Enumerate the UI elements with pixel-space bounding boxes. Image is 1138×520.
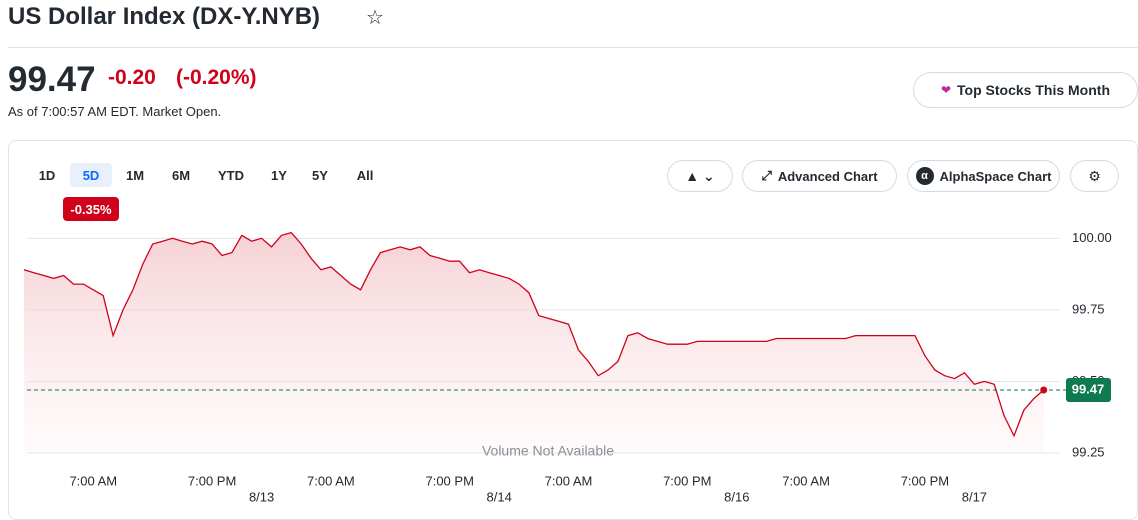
x-tick-label: 7:00 PM (188, 473, 236, 488)
advanced-chart-label: Advanced Chart (777, 168, 878, 184)
price-line (23, 231, 1045, 438)
advanced-chart-button[interactable]: ⤢ Advanced Chart (742, 160, 897, 192)
y-tick-label: 99.25 (1072, 444, 1105, 459)
current-price-dot (1040, 386, 1048, 394)
range-tab[interactable]: YTD (218, 167, 244, 183)
range-tab[interactable]: 6M (171, 167, 191, 183)
range-tab[interactable]: 1M (125, 167, 145, 183)
alphaspace-button[interactable]: α AlphaSpace Chart (907, 160, 1060, 192)
x-tick-label: 7:00 AM (545, 473, 593, 488)
current-price-label: 99.47 (1072, 381, 1105, 396)
range-tab[interactable]: 1Y (271, 167, 287, 183)
x-date-label: 8/16 (724, 489, 749, 504)
current-price-box (1066, 378, 1111, 403)
price-change-percent: (-0.20%) (176, 66, 257, 89)
x-date-label: 8/17 (962, 489, 987, 504)
range-change-badge: -0.35% (63, 197, 119, 221)
watchlist-star[interactable]: ☆ (366, 7, 384, 29)
x-date-label: 8/13 (249, 489, 274, 504)
range-tab[interactable]: 5Y (312, 167, 328, 183)
x-date-label: 8/14 (487, 489, 512, 504)
x-tick-label: 7:00 PM (901, 473, 949, 488)
as-of: As of 7:00:57 AM EDT. Market Open. (8, 104, 222, 119)
chart-type-button[interactable]: ▲ ⌄ (667, 160, 733, 192)
x-tick-label: 7:00 AM (782, 473, 830, 488)
promo-label: Top Stocks This Month (957, 82, 1111, 98)
price: 99.47 (8, 60, 96, 99)
x-tick-label: 7:00 AM (69, 473, 117, 488)
x-tick-label: 7:00 AM (307, 473, 355, 488)
price-change: -0.20 (108, 66, 156, 89)
promo-button[interactable]: ❤ Top Stocks This Month (913, 72, 1138, 108)
price-area (24, 232, 1044, 453)
y-tick-label: 99.75 (1072, 301, 1105, 316)
range-tab[interactable]: All (356, 167, 374, 183)
x-tick-label: 7:00 PM (425, 473, 473, 488)
alphaspace-label: AlphaSpace Chart (939, 168, 1052, 184)
x-tick-label: 7:00 PM (663, 473, 711, 488)
page-title: US Dollar Index (DX-Y.NYB) (8, 3, 321, 30)
y-tick-label: 100.00 (1072, 230, 1112, 245)
range-tab[interactable]: 1D (38, 167, 56, 183)
settings-button[interactable]: ⚙ (1070, 160, 1119, 192)
volume-note: Volume Not Available (482, 443, 614, 459)
divider (8, 47, 1138, 48)
range-tab[interactable]: 5D (70, 163, 112, 187)
